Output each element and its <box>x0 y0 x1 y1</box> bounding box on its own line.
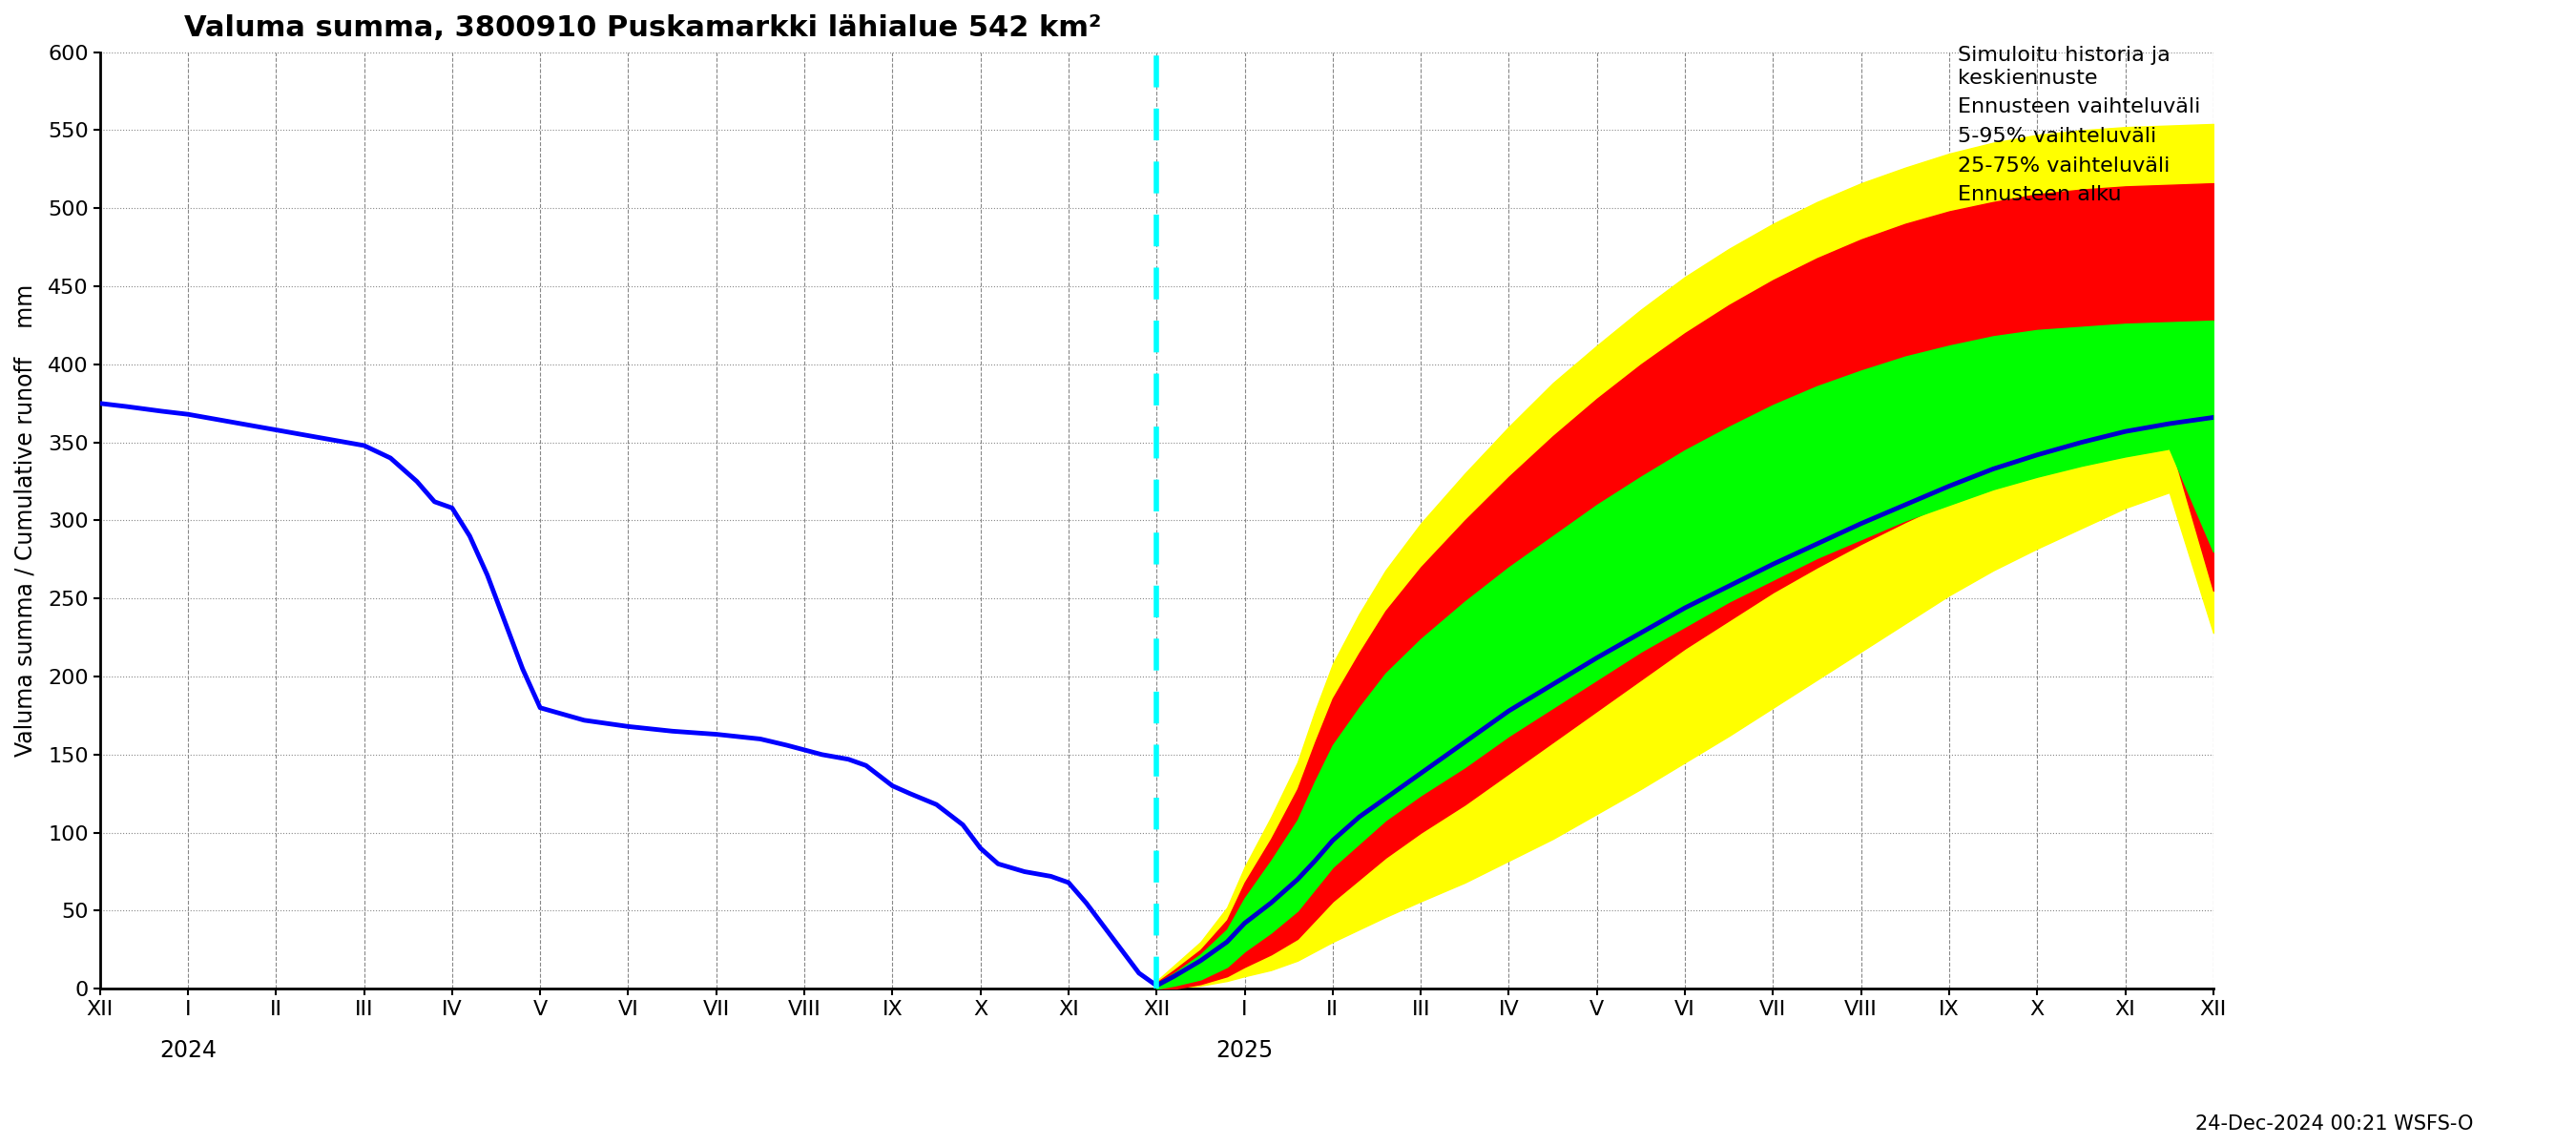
Legend: Simuloitu historia ja
keskiennuste, Ennusteen vaihteluväli, 5-95% vaihteluväli, : Simuloitu historia ja keskiennuste, Ennu… <box>1857 38 2210 213</box>
Y-axis label: Valuma summa / Cumulative runoff    mm: Valuma summa / Cumulative runoff mm <box>15 284 36 757</box>
Text: 2024: 2024 <box>160 1040 216 1061</box>
Text: 2025: 2025 <box>1216 1040 1273 1061</box>
Text: Valuma summa, 3800910 Puskamarkki lähialue 542 km²: Valuma summa, 3800910 Puskamarkki lähial… <box>185 14 1103 42</box>
Text: 24-Dec-2024 00:21 WSFS-O: 24-Dec-2024 00:21 WSFS-O <box>2195 1114 2473 1134</box>
